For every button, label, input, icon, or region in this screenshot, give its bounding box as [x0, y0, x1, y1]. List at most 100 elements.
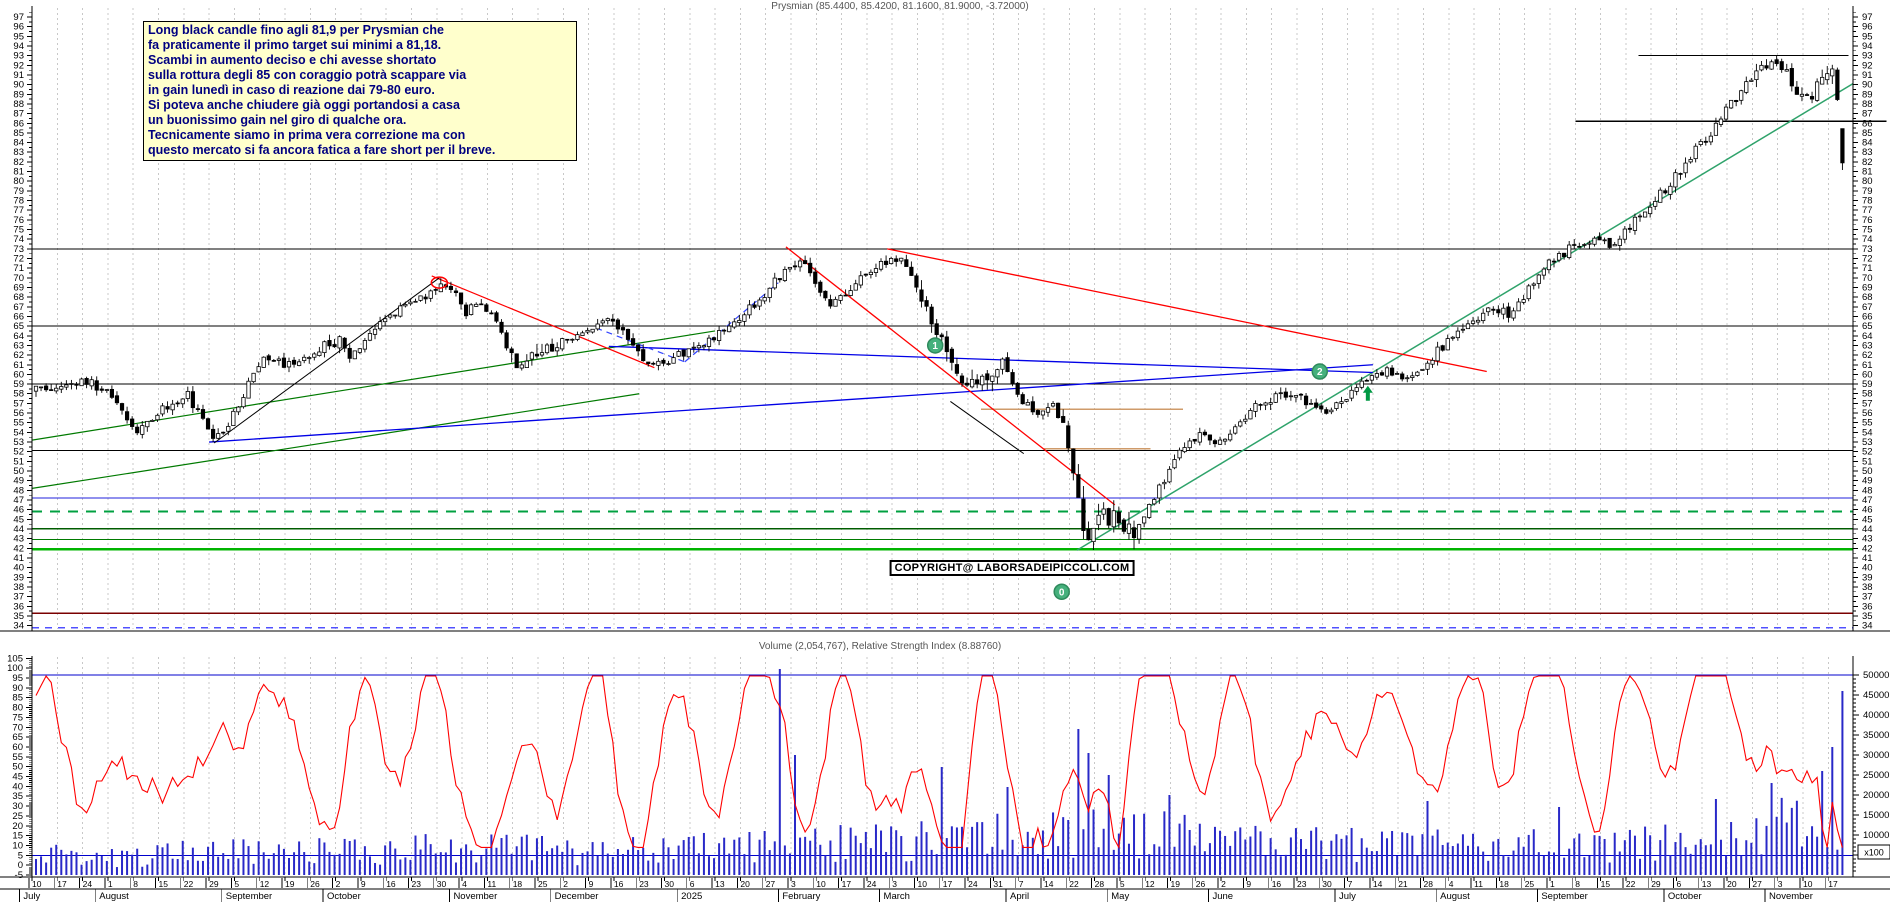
annotation-line: questo mercato si fa ancora fatica a far… [148, 143, 496, 157]
badge-0: 0 [1053, 583, 1070, 601]
svg-text:45: 45 [1862, 514, 1873, 525]
svg-text:69: 69 [1862, 282, 1873, 293]
svg-text:40: 40 [1862, 563, 1873, 574]
svg-text:47: 47 [1862, 495, 1873, 506]
svg-text:10: 10 [816, 879, 826, 889]
svg-text:18: 18 [1499, 879, 1509, 889]
svg-text:39: 39 [1862, 572, 1873, 583]
svg-text:21: 21 [1398, 879, 1408, 889]
svg-text:34: 34 [1862, 621, 1873, 632]
svg-text:38: 38 [13, 582, 24, 593]
svg-text:7: 7 [1348, 879, 1353, 889]
svg-text:75: 75 [12, 712, 23, 723]
svg-text:71: 71 [13, 263, 24, 274]
svg-text:1: 1 [108, 879, 113, 889]
svg-text:43: 43 [1862, 534, 1873, 545]
svg-text:52: 52 [13, 447, 24, 458]
svg-text:10000: 10000 [1863, 830, 1889, 841]
svg-text:36: 36 [13, 601, 24, 612]
svg-text:2: 2 [336, 879, 341, 889]
svg-text:53: 53 [13, 437, 24, 448]
svg-text:16: 16 [1272, 879, 1282, 889]
annotation-line: in gain lunedì in caso di reazione dai 7… [148, 83, 435, 97]
svg-text:65: 65 [12, 732, 23, 743]
svg-text:59: 59 [13, 379, 24, 390]
svg-text:29: 29 [1651, 879, 1661, 889]
svg-text:1: 1 [1550, 879, 1555, 889]
svg-text:6: 6 [690, 879, 695, 889]
svg-text:54: 54 [1862, 427, 1873, 438]
svg-text:19: 19 [285, 879, 295, 889]
svg-text:5: 5 [18, 850, 23, 861]
svg-text:85: 85 [13, 128, 24, 139]
svg-text:77: 77 [1862, 205, 1873, 216]
svg-text:30: 30 [1322, 879, 1332, 889]
svg-text:35: 35 [1862, 611, 1873, 622]
svg-text:82: 82 [1862, 157, 1873, 168]
svg-text:46: 46 [1862, 505, 1873, 516]
svg-text:88: 88 [1862, 99, 1873, 110]
svg-text:22: 22 [1069, 879, 1079, 889]
svg-text:7: 7 [1019, 879, 1024, 889]
svg-text:30: 30 [665, 879, 675, 889]
svg-text:97: 97 [1862, 12, 1873, 23]
svg-text:17: 17 [943, 879, 953, 889]
svg-text:20000: 20000 [1863, 790, 1889, 801]
svg-text:30: 30 [437, 879, 447, 889]
svg-text:13: 13 [715, 879, 725, 889]
up-arrow-icon [1362, 385, 1373, 401]
svg-text:80: 80 [13, 176, 24, 187]
svg-text:10: 10 [918, 879, 928, 889]
svg-text:17: 17 [1828, 879, 1838, 889]
svg-text:31: 31 [993, 879, 1003, 889]
svg-text:90: 90 [1862, 80, 1873, 91]
svg-text:30000: 30000 [1863, 750, 1889, 761]
svg-text:60: 60 [12, 742, 23, 753]
svg-text:July: July [23, 891, 40, 902]
svg-text:78: 78 [13, 196, 24, 207]
svg-text:93: 93 [13, 51, 24, 62]
svg-text:16: 16 [614, 879, 624, 889]
svg-text:2: 2 [563, 879, 568, 889]
annotation-line: Si poteva anche chiudere già oggi portan… [148, 98, 460, 112]
badge-2: 2 [1311, 363, 1329, 380]
svg-text:45: 45 [13, 514, 24, 525]
svg-text:July: July [1339, 891, 1356, 902]
svg-text:24: 24 [83, 879, 93, 889]
svg-text:92: 92 [1862, 60, 1873, 71]
svg-text:March: March [884, 891, 910, 902]
svg-text:35000: 35000 [1863, 730, 1889, 741]
svg-text:83: 83 [13, 147, 24, 158]
svg-text:2: 2 [1221, 879, 1226, 889]
svg-text:90: 90 [12, 683, 23, 694]
svg-text:1: 1 [932, 341, 938, 352]
svg-text:60: 60 [13, 369, 24, 380]
badge-1: 1 [926, 337, 944, 354]
svg-text:16: 16 [386, 879, 396, 889]
annotation-line: sulla rottura degli 85 con coraggio potr… [148, 68, 467, 82]
svg-text:74: 74 [1862, 234, 1873, 245]
indicator-axes: -505101520253035404550556065707580859095… [0, 653, 1890, 881]
svg-text:10: 10 [32, 879, 42, 889]
svg-text:64: 64 [13, 331, 24, 342]
svg-text:0: 0 [1059, 587, 1065, 598]
svg-text:74: 74 [13, 234, 24, 245]
gridlines [31, 8, 1829, 875]
svg-text:25: 25 [12, 811, 23, 822]
svg-text:63: 63 [1862, 340, 1873, 351]
svg-text:13: 13 [1702, 879, 1712, 889]
svg-text:45000: 45000 [1863, 690, 1889, 701]
svg-text:86: 86 [1862, 118, 1873, 129]
volume-bars [35, 669, 1844, 875]
svg-text:81: 81 [1862, 167, 1873, 178]
svg-text:28: 28 [1095, 879, 1105, 889]
svg-text:75: 75 [13, 225, 24, 236]
svg-text:81: 81 [13, 167, 24, 178]
svg-text:46: 46 [13, 505, 24, 516]
svg-text:27: 27 [1752, 879, 1762, 889]
svg-text:82: 82 [13, 157, 24, 168]
svg-text:62: 62 [13, 350, 24, 361]
svg-text:19: 19 [1171, 879, 1181, 889]
